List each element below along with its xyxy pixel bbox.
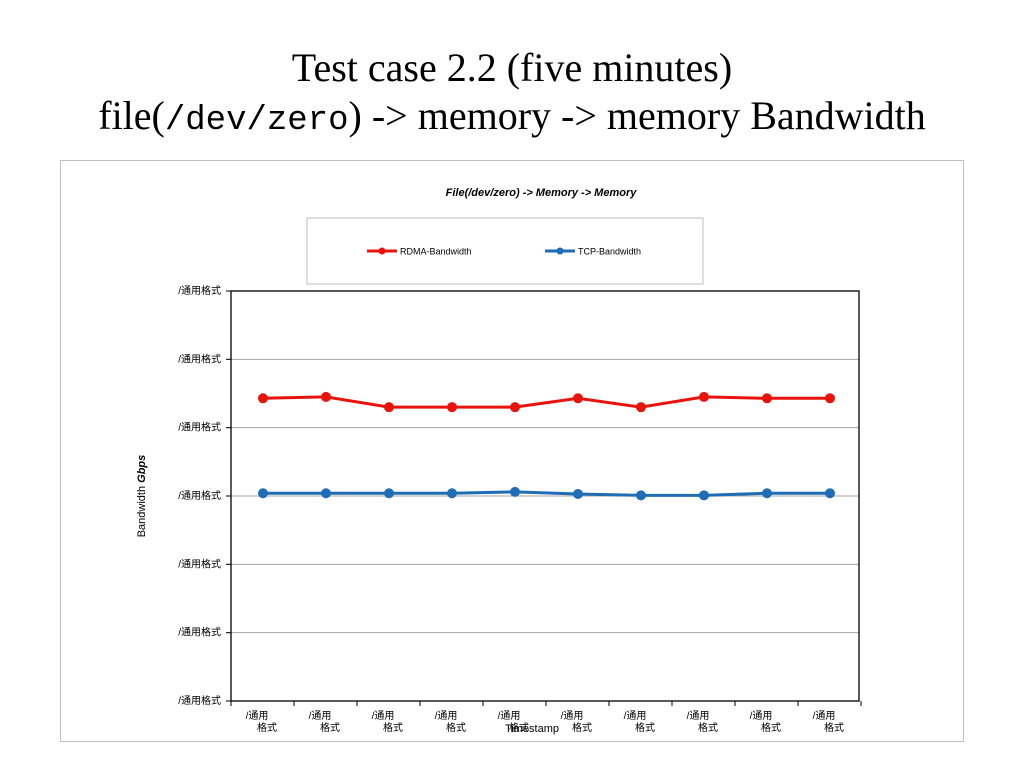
x-tick-label-line: /通用 [498,710,521,722]
data-point [321,488,331,499]
x-tick-label-line: 格式 [824,721,844,734]
data-point [825,393,835,404]
title-code: /dev/zero [164,102,349,140]
x-tick-label: /通用格式 [687,710,718,734]
title-suffix: ) -> memory -> memory Bandwidth [348,93,926,138]
legend-item: TCP-Bandwidth [545,247,641,257]
x-tick-label: /通用格式 [561,710,592,734]
legend-label: TCP-Bandwidth [578,247,641,257]
x-tick-label-line: 格式 [383,721,403,734]
x-tick-label: /通用格式 [813,710,844,734]
legend-item: RDMA-Bandwidth [367,247,472,257]
x-tick-label-line: 格式 [446,721,466,734]
data-point [258,488,268,499]
x-tick-label: /通用格式 [435,710,466,734]
x-tick-label-line: /通用 [309,710,332,722]
x-tick-label-line: /通用 [561,710,584,722]
y-tick-label: /通用格式 [178,694,221,707]
y-axis-ticks: /通用格式/通用格式/通用格式/通用格式/通用格式/通用格式/通用格式 [178,284,231,707]
x-tick-label-line: /通用 [624,710,647,722]
data-point [573,393,583,404]
slide-title: Test case 2.2 (five minutes) file(/dev/z… [0,44,1024,145]
x-tick-label-line: /通用 [813,710,836,722]
legend-label: RDMA-Bandwidth [400,247,472,257]
y-tick-label: /通用格式 [178,421,221,434]
data-point [762,488,772,499]
x-tick-label-line: 格式 [698,721,718,734]
x-tick-label-line: 格式 [509,721,529,734]
title-prefix: file( [98,93,165,138]
y-axis-label: Bandwidth Gbps [136,455,148,538]
gridlines [231,358,859,634]
series-line [263,490,830,497]
y-tick-label: /通用格式 [178,352,221,365]
data-point [636,490,646,501]
y-tick-label: /通用格式 [178,284,221,297]
x-tick-label: /通用格式 [624,710,655,734]
data-point [258,393,268,404]
x-tick-label-line: /通用 [750,710,773,722]
data-point [447,488,457,499]
chart-frame: File(/dev/zero) -> Memory -> Memory RDMA… [60,160,964,742]
x-tick-label-line: 格式 [257,721,277,734]
chart-canvas: File(/dev/zero) -> Memory -> Memory RDMA… [136,187,862,735]
y-tick-label: /通用格式 [178,626,221,639]
chart-title: File(/dev/zero) -> Memory -> Memory [446,187,638,199]
y-axis-label-unit: Gbps [136,455,148,483]
x-tick-label-line: /通用 [372,710,395,722]
x-tick-label-line: 格式 [320,721,340,734]
x-tick-label-line: 格式 [761,721,781,734]
x-tick-label-line: /通用 [435,710,458,722]
y-tick-label: /通用格式 [178,489,221,502]
series-line [262,395,830,409]
x-tick-label-line: /通用 [246,710,269,722]
data-point [510,486,520,497]
data-point [573,488,583,499]
x-tick-label: /通用格式 [309,710,340,734]
data-point [762,393,772,404]
data-point [384,488,394,499]
x-axis-label: Timestamp [505,723,559,735]
series-tcp-bandwidth [258,486,835,501]
data-point [699,391,709,402]
data-point [510,402,520,413]
legend-box [306,217,704,285]
data-point [447,402,457,413]
x-tick-label-line: 格式 [572,721,592,734]
x-tick-label-line: /通用 [687,710,710,722]
data-point [636,402,646,413]
x-tick-label: /通用格式 [372,710,403,734]
data-point [699,490,709,501]
slide-title-line-2: file(/dev/zero) -> memory -> memory Band… [0,92,1024,145]
x-axis-ticks: /通用格式/通用格式/通用格式/通用格式/通用格式/通用格式/通用格式/通用格式… [230,701,862,734]
legend: RDMA-Bandwidth TCP-Bandwidth [306,217,704,285]
slide-title-line-1: Test case 2.2 (five minutes) [291,45,733,90]
y-tick-label: /通用格式 [178,557,221,570]
series-layer [258,391,835,501]
data-point [825,488,835,499]
y-axis-label-text: Bandwidth [136,483,148,537]
x-tick-label: /通用格式 [246,710,277,734]
data-point [321,391,331,402]
legend-swatch-marker [556,247,564,255]
legend-swatch-marker [378,247,386,255]
x-tick-label: /通用格式 [750,710,781,734]
series-rdma-bandwidth [258,391,835,413]
data-point [384,402,394,413]
x-tick-label-line: 格式 [635,721,655,734]
x-tick-label: /通用格式 [498,710,529,734]
